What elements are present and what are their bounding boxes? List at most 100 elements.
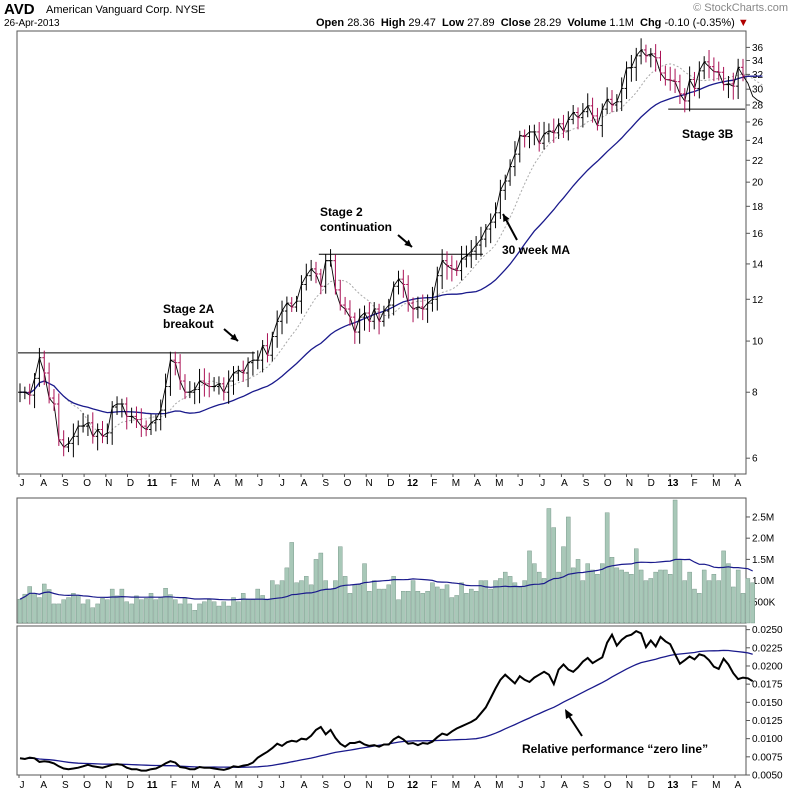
x-axis-label: O [604,780,612,791]
close-value: 28.29 [533,17,562,29]
volume-bar [308,584,314,624]
volume-bar [148,593,154,624]
ohlc-bar [537,122,542,152]
ohlc-bar [250,351,255,376]
change-label: Chg [640,17,662,29]
x-axis-label: A [214,780,221,791]
relative-panel-frame [16,625,747,776]
ohlc-bar [124,397,129,430]
volume-bar [585,563,590,624]
low-label: Low [442,17,465,29]
ohlc-bar [381,305,386,327]
volume-bar [595,574,600,624]
ohlc-bar [401,269,406,298]
ohlc-bar [634,47,639,82]
ohlc-bar [445,251,450,280]
ohlc-bar [590,97,595,123]
x-axis-label: M [235,478,243,489]
price-y-tick-label: 26 [752,118,764,129]
volume-bar [323,580,328,624]
volume-bar [90,607,96,624]
volume-bar [333,580,338,624]
ohlc-bar [71,423,76,458]
x-axis-label: O [83,478,91,489]
volume-bar [536,571,542,624]
ohlc-bar [415,296,420,319]
x-axis-label: A [561,780,568,791]
ohlc-bar [702,56,707,80]
ohlc-bar [411,297,416,323]
ohlc-bar [182,374,187,400]
stockcharts-logo[interactable]: © StockCharts.com [693,2,788,14]
ohlc-bar [454,260,459,276]
exchange-name: NYSE [175,4,206,16]
ohlc-bar [110,401,115,445]
ohlc-bar [81,413,86,433]
volume-bar [532,563,537,624]
x-axis-label: J [519,478,524,489]
chart-header: AVD American Vanguard Corp. NYSE 26-Apr-… [0,0,800,30]
price-y-tick-label: 28 [752,101,764,112]
volume-bar [42,583,47,624]
volume-bar [740,593,746,624]
ohlc-bar [726,75,731,99]
rel-y-tick-label: 0.0050 [752,771,783,782]
x-axis-label: A [735,478,742,489]
volume-bar [464,593,469,624]
ohlc-bar [682,88,687,113]
ohlc-bar [76,420,81,446]
ohlc-bar [105,423,110,445]
ohlc-bar [498,179,503,219]
ohlc-bar [474,236,479,261]
ma30-line [20,75,763,415]
volume-bar [498,578,503,624]
volume-bar [85,599,91,624]
volume-bar [294,582,299,624]
company-name: American Vanguard Corp. NYSE [46,4,205,16]
volume-bar [609,557,615,624]
ohlc-bar [711,57,716,82]
volume-bar [415,590,421,624]
ohlc-bar [464,245,469,268]
ohlc-bar [614,94,619,112]
volume-bar [469,588,474,624]
volume-bar [95,603,100,624]
volume-bar [328,588,333,624]
price-y-tick-label: 24 [752,136,764,147]
ohlc-bar [284,296,289,324]
ohlc-bar [716,61,721,81]
ohlc-bar [61,430,66,457]
volume-bar [420,593,425,624]
ohlc-bar [595,107,600,131]
volume-bar [701,569,707,624]
ohlc-bar [639,38,644,65]
rel-y-tick-label: 0.0100 [752,734,783,745]
x-axis-label: N [105,780,112,791]
volume-bar [638,569,644,624]
volume-bar [483,580,489,624]
annotation-label: Stage 2A [163,302,215,316]
volume-bar [202,601,207,624]
ohlc-bar [372,302,377,330]
volume-bar [527,550,532,624]
volume-bar [240,593,246,624]
volume-bar [546,508,552,624]
ohlc-bar [163,373,168,418]
ohlc-bar [508,159,513,186]
volume-bar [27,586,32,624]
volume-bar [192,610,197,624]
volume-bar [71,593,76,624]
close-line [20,49,763,448]
annotation-label: 30 week MA [502,243,570,257]
volume-bar [250,599,256,624]
ohlc-bar [347,300,352,326]
rel-y-tick-label: 0.0175 [752,680,783,691]
volume-bar [493,580,498,624]
price-y-tick-label: 30 [752,85,764,96]
volume-bar [502,571,508,624]
x-axis-label: M [495,478,503,489]
ohlc-bar [527,125,532,149]
x-axis-label: 11 [147,780,158,791]
x-axis-label: F [431,780,437,791]
